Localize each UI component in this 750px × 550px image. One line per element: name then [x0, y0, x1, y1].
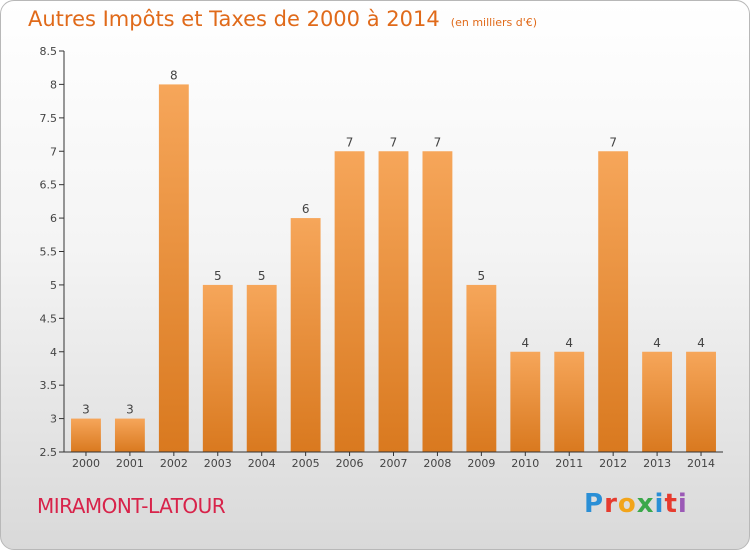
x-tick-label: 2001	[116, 457, 144, 470]
bar	[422, 151, 453, 452]
x-tick-label: 2010	[511, 457, 539, 470]
x-tick-label: 2009	[467, 457, 495, 470]
x-tick-label: 2014	[687, 457, 715, 470]
bar	[598, 151, 629, 452]
y-tick-label: 5.5	[40, 246, 58, 259]
bar-value-label: 7	[609, 135, 617, 149]
x-tick-label: 2011	[555, 457, 583, 470]
logo-letter: x	[636, 489, 655, 519]
x-tick-label: 2004	[248, 457, 276, 470]
bar	[334, 151, 365, 452]
x-axis: 2000 2001 2002 2003 2004 2005 2006 2007 2008 2009…	[64, 451, 723, 470]
chart-unit: (en milliers d'€)	[450, 16, 538, 29]
y-tick-label: 7	[50, 145, 57, 158]
bar-value-label: 4	[697, 336, 705, 350]
commune-name: MIRAMONT-LATOUR	[37, 494, 226, 518]
bar-value-label: 4	[565, 336, 573, 350]
x-tick-label: 2008	[423, 457, 451, 470]
bar-value-label: 5	[214, 269, 222, 283]
bar	[71, 418, 101, 452]
bar-value-label: 8	[170, 68, 178, 82]
y-tick-label: 6	[50, 212, 57, 225]
bar-value-label: 7	[434, 135, 442, 149]
y-tick-label: 6.5	[40, 179, 58, 192]
logo-letter: r	[604, 489, 618, 519]
x-tick-label: 2013	[643, 457, 671, 470]
bars: 3 3 8 5 5 6 7 7 7 5 4 4 7 4 4	[71, 68, 716, 453]
x-tick-label: 2000	[72, 457, 100, 470]
bar-value-label: 3	[126, 403, 134, 417]
y-tick-label: 4.5	[40, 312, 58, 325]
logo-letter: i	[677, 489, 688, 519]
bar-value-label: 5	[258, 269, 266, 283]
proxiti-logo[interactable]: Proxiti	[584, 489, 688, 519]
bar-value-label: 4	[521, 336, 529, 350]
bar-value-label: 4	[653, 336, 661, 350]
bar	[510, 351, 541, 452]
bar	[202, 284, 233, 452]
y-tick-label: 3	[50, 413, 57, 426]
x-tick-label: 2005	[292, 457, 320, 470]
bar	[114, 418, 145, 452]
bar-value-label: 3	[82, 403, 90, 417]
bar	[466, 284, 497, 452]
bar	[246, 284, 277, 452]
x-tick-label: 2003	[204, 457, 232, 470]
bar	[554, 351, 585, 452]
y-tick-label: 8	[50, 78, 57, 91]
y-tick-label: 7.5	[40, 112, 58, 125]
y-tick-label: 5	[50, 279, 57, 292]
bar	[158, 84, 189, 453]
bar	[686, 351, 716, 452]
logo-letter: o	[617, 489, 637, 519]
x-tick-label: 2006	[336, 457, 364, 470]
bar	[378, 151, 409, 452]
x-tick-label: 2002	[160, 457, 188, 470]
x-tick-label: 2007	[380, 457, 408, 470]
y-tick-label: 3.5	[40, 379, 58, 392]
bar-value-label: 7	[346, 135, 354, 149]
logo-letter: i	[654, 489, 665, 519]
y-axis: 2.5 3 3.5 4 4.5 5 5.5 6 6.5 7 7.5 8 8.5	[40, 45, 65, 459]
y-tick-label: 8.5	[40, 45, 58, 58]
bar-value-label: 7	[390, 135, 398, 149]
bar-value-label: 6	[302, 202, 310, 216]
bar	[290, 218, 321, 452]
x-tick-label: 2012	[599, 457, 627, 470]
title-block: Autres Impôts et Taxes de 2000 à 2014 (e…	[28, 7, 537, 31]
y-tick-label: 4	[50, 346, 57, 359]
bar-value-label: 5	[478, 269, 486, 283]
logo-letter: P	[584, 489, 605, 519]
chart-title: Autres Impôts et Taxes de 2000 à 2014	[28, 7, 440, 31]
logo-letter: t	[664, 489, 678, 519]
y-tick-label: 2.5	[40, 446, 58, 459]
bar	[642, 351, 673, 452]
